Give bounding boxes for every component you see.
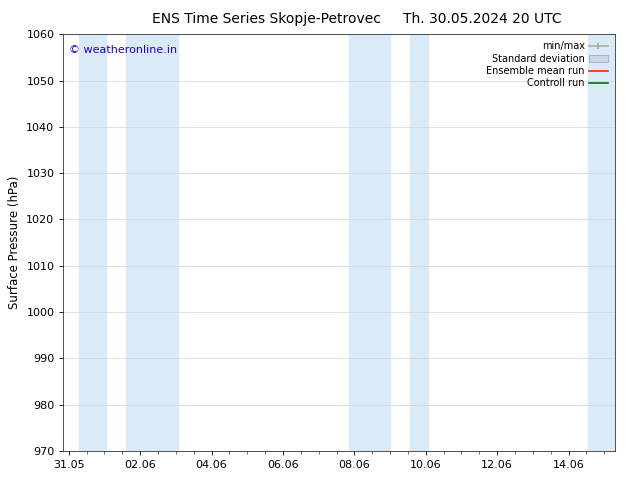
Text: © weatheronline.in: © weatheronline.in: [69, 45, 177, 55]
Bar: [410, 34, 427, 451]
Legend: min/max, Standard deviation, Ensemble mean run, Controll run: min/max, Standard deviation, Ensemble me…: [484, 39, 610, 90]
Text: ENS Time Series Skopje-Petrovec: ENS Time Series Skopje-Petrovec: [152, 12, 381, 26]
Bar: [349, 34, 390, 451]
Bar: [126, 34, 178, 451]
Bar: [588, 34, 615, 451]
Y-axis label: Surface Pressure (hPa): Surface Pressure (hPa): [8, 176, 21, 309]
Bar: [79, 34, 107, 451]
Text: Th. 30.05.2024 20 UTC: Th. 30.05.2024 20 UTC: [403, 12, 561, 26]
